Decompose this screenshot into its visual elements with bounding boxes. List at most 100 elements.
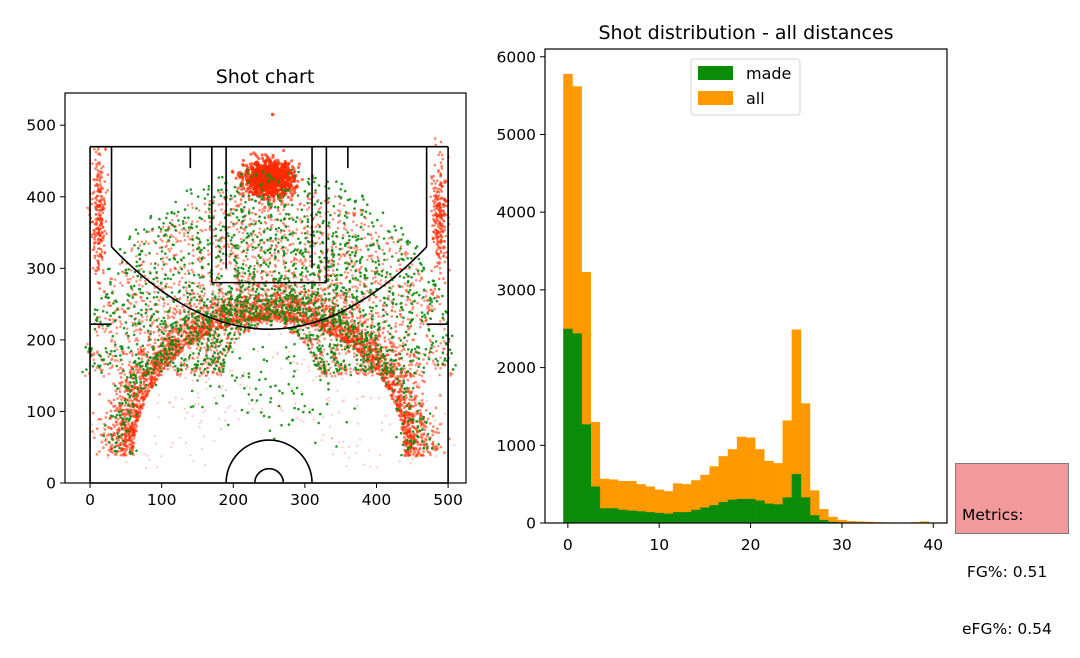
shot-point-all (374, 231, 378, 234)
shot-point-all (373, 281, 376, 284)
shot-point-all (368, 312, 372, 316)
shot-point-all (398, 249, 401, 253)
shot-point-all (388, 386, 392, 390)
shot-point-all (120, 322, 123, 326)
shot-point-all (123, 425, 127, 429)
shot-point-all (376, 334, 380, 337)
shot-point-all (239, 188, 243, 191)
shot-point-all (139, 371, 143, 375)
shot-point-all (228, 255, 231, 258)
shot-point-all (197, 281, 201, 285)
shot-point-all (262, 241, 266, 245)
shot-point-all (369, 355, 373, 359)
shot-point-all (119, 281, 122, 285)
shot-point-all (115, 348, 119, 351)
shot-point-all (406, 411, 409, 415)
shot-point-all (338, 257, 341, 261)
shot-point-all (170, 446, 173, 449)
shot-point-all (300, 262, 304, 266)
shot-point-all (208, 306, 212, 310)
shot-point-all (208, 199, 212, 203)
shot-point-all (247, 277, 250, 281)
shot-point-all (338, 441, 341, 444)
shot-point-all (288, 350, 291, 353)
shot-point-all (415, 439, 418, 442)
shot-point-all (431, 414, 435, 418)
shot-point-all (215, 349, 219, 352)
shot-point-all (200, 334, 204, 338)
shot-point-all (453, 444, 456, 447)
shot-point-all (405, 339, 409, 343)
shot-point-all (335, 334, 339, 337)
shot-point-all (123, 447, 127, 451)
shot-point-all (220, 202, 224, 206)
shot-point-all (379, 283, 383, 286)
shot-point-all (147, 335, 151, 338)
shot-point-all (139, 350, 143, 354)
shot-point-all (318, 374, 322, 378)
shot-point-all (329, 425, 332, 428)
shot-point-all (224, 411, 227, 414)
shot-point-all (303, 332, 306, 336)
shot-point-all (304, 326, 308, 329)
shot-point-all (374, 295, 378, 299)
shot-point-all (247, 329, 251, 332)
shot-point-all (335, 282, 339, 285)
shot-point-all (431, 433, 435, 437)
shot-point-all (146, 392, 149, 396)
shot-point-all (381, 248, 384, 252)
shot-point-all (157, 299, 161, 302)
shot-point-all (111, 321, 114, 324)
shot-point-all (383, 339, 387, 343)
shot-point-all (202, 294, 205, 298)
shot-point-all (140, 267, 143, 271)
shot-point-all (102, 432, 106, 435)
shot-point-all (347, 445, 351, 448)
shot-point-all (184, 221, 188, 224)
shot-point-all (251, 293, 255, 297)
shot-point-all (415, 314, 419, 317)
shot-point-all (119, 325, 122, 329)
shot-point-all (106, 453, 110, 457)
shot-point-all (156, 280, 159, 283)
shot-point-all (268, 333, 271, 336)
shot-point-all (233, 341, 236, 344)
shot-point-all (344, 352, 348, 355)
shot-point-all (351, 274, 354, 277)
shot-point-all (102, 374, 106, 378)
shot-point-all (118, 262, 122, 266)
shot-point-all (247, 292, 250, 295)
shot-point-all (396, 361, 400, 365)
shot-point-all (249, 243, 253, 246)
shot-point-all (157, 393, 160, 397)
shot-point-all (420, 399, 424, 402)
shot-point-all (333, 374, 337, 378)
shot-point-all (129, 399, 133, 402)
shot-point-all (277, 237, 281, 241)
shot-point-all (99, 433, 103, 437)
shot-point-all (129, 268, 133, 272)
shot-point-all (178, 223, 181, 227)
shot-point-all (104, 327, 108, 331)
shot-point-all (242, 227, 245, 231)
shot-point-all (352, 332, 356, 335)
shot-point-all (101, 327, 105, 330)
shot-point-all (335, 299, 339, 302)
shot-point-all (248, 402, 251, 405)
shot-point-all (147, 242, 150, 245)
shot-point-all (326, 287, 330, 290)
shot-point-all (165, 256, 169, 259)
shot-point-all (354, 347, 358, 351)
shot-point-all (122, 444, 126, 447)
shot-point-all (376, 466, 379, 469)
shot-point-all (253, 319, 257, 322)
shot-point-all (323, 329, 327, 332)
shot-point-all (155, 373, 159, 377)
shot-point-all (370, 357, 374, 361)
shot-point-all (188, 238, 192, 241)
shot-point-all (175, 310, 179, 314)
shot-point-all (170, 332, 174, 335)
shot-point-all (120, 307, 124, 311)
shot-point-all (405, 298, 409, 302)
shot-point-all (202, 411, 205, 414)
